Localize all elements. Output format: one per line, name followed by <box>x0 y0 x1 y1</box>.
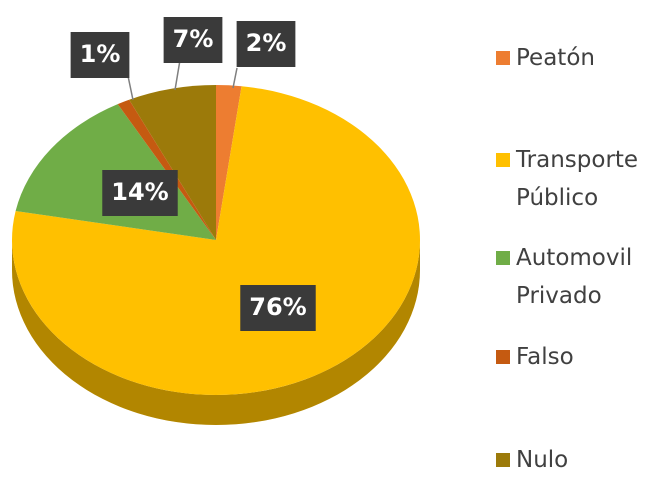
legend-item: Falso <box>496 338 654 376</box>
data-label: 14% <box>102 170 178 216</box>
data-label: 2% <box>236 21 296 67</box>
legend-item: Automovil Privado <box>496 239 654 315</box>
data-label: 76% <box>240 285 316 331</box>
legend-label: Falso <box>516 344 574 370</box>
legend-swatch <box>496 51 510 65</box>
legend-label: Transporte Público <box>516 147 639 211</box>
slice <box>11 86 421 396</box>
legend-label: Nulo <box>516 447 569 473</box>
slice-side <box>12 240 420 425</box>
data-label-text: 14% <box>111 178 168 206</box>
data-label-text: 7% <box>173 25 214 53</box>
slice <box>117 99 216 241</box>
data-label-box <box>240 285 316 331</box>
slice <box>216 85 242 240</box>
legend-item: Transporte Público <box>496 141 654 217</box>
legend-item: Peatón <box>496 39 654 77</box>
legend-label: Automovil Privado <box>516 245 633 309</box>
slice <box>129 85 216 240</box>
data-label-text: 2% <box>246 29 287 57</box>
legend-swatch <box>496 153 510 167</box>
data-label-box <box>163 17 223 63</box>
data-label-box <box>236 21 296 67</box>
data-label: 1% <box>70 32 130 78</box>
data-label-text: 76% <box>249 293 306 321</box>
slice-side-shade <box>12 240 420 425</box>
leader-line <box>232 67 238 89</box>
data-label-text: 1% <box>80 40 121 68</box>
data-label-box <box>70 32 130 78</box>
leader-line <box>127 75 134 101</box>
data-label-box <box>102 170 178 216</box>
data-label: 7% <box>163 17 223 63</box>
legend-label: Peatón <box>516 45 595 71</box>
legend-swatch <box>496 350 510 364</box>
legend-item: Nulo <box>496 441 654 479</box>
legend-swatch <box>496 251 510 265</box>
leader-line <box>174 59 181 91</box>
legend-swatch <box>496 453 510 467</box>
